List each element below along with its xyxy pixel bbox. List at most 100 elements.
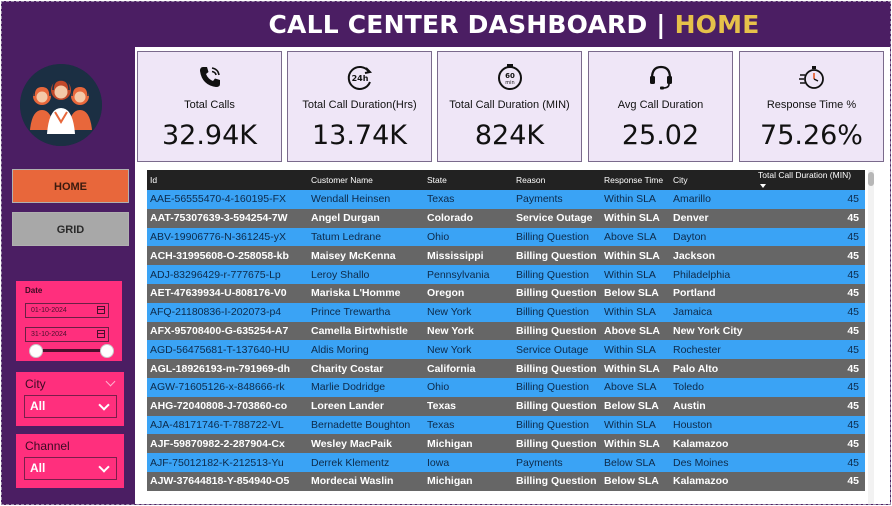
table-row[interactable]: AHG-72040808-J-703860-co Loreen Lander Tex… [147, 396, 865, 416]
table-cell: AGD-56475681-T-137640-HU [147, 340, 308, 360]
kpi-total-calls: Total Calls 32.94K [137, 51, 282, 162]
table-cell: Texas [424, 415, 513, 435]
table-row[interactable]: AAE-56555470-4-160195-FX Wendall Heinsen T… [147, 190, 865, 209]
date-range-start-handle[interactable] [29, 344, 43, 358]
table-cell: AFX-95708400-G-635254-A7 [147, 321, 308, 341]
call-center-agents-logo [20, 64, 102, 146]
table-cell: 45 [755, 302, 865, 322]
table-cell: Billing Question [513, 471, 601, 491]
table-row[interactable]: AJW-37644818-Y-854940-O5 Mordecai Waslin M… [147, 471, 865, 491]
table-cell: 45 [755, 321, 865, 341]
table-cell: New York [424, 340, 513, 360]
table-cell: Below SLA [601, 453, 670, 472]
table-row[interactable]: AGD-56475681-T-137640-HU Aldis Moring New … [147, 340, 865, 360]
channel-slicer: Channel All [16, 434, 124, 488]
table-cell: Michigan [424, 471, 513, 491]
table-cell: 45 [755, 265, 865, 284]
table-cell: ACH-31995608-O-258058-kb [147, 246, 308, 266]
table-scrollbar[interactable] [868, 170, 874, 504]
city-select[interactable]: All [24, 395, 117, 418]
grid-button[interactable]: GRID [12, 212, 129, 246]
table-row[interactable]: AET-47639934-U-808176-V0 Mariska L'Homme O… [147, 283, 865, 303]
column-header-response-time[interactable]: Response Time [601, 170, 670, 190]
date-range-end-handle[interactable] [100, 344, 114, 358]
kpi-total-call-duration-min: 60 min Total Call Duration (MIN) 824K [437, 51, 582, 162]
table-cell: Austin [670, 396, 755, 416]
table-cell: 45 [755, 453, 865, 472]
table-cell: Payments [513, 190, 601, 209]
table-cell: Prince Trewartha [308, 302, 424, 322]
page-title: CALL CENTER DASHBOARD | HOME [142, 10, 886, 39]
column-header-city[interactable]: City [670, 170, 755, 190]
table-cell: Within SLA [601, 302, 670, 322]
column-header-total-call-duration-label: Total Call Duration (MIN) [758, 170, 852, 180]
table-cell: Payments [513, 453, 601, 472]
calendar-icon[interactable] [97, 330, 105, 338]
table-cell: AAE-56555470-4-160195-FX [147, 190, 308, 209]
table-cell: ABV-19906776-N-361245-yX [147, 227, 308, 247]
table-row[interactable]: AAT-75307639-3-594254-7W Angel Durgan Colo… [147, 208, 865, 228]
table-cell: Houston [670, 415, 755, 435]
end-date-input[interactable]: 31-10-2024 [25, 327, 109, 342]
table-cell: Wesley MacPaik [308, 434, 424, 454]
table-cell: AJW-37644818-Y-854940-O5 [147, 471, 308, 491]
table-cell: Billing Question [513, 321, 601, 341]
table-row[interactable]: AGW-71605126-x-848666-rk Marlie Dodridge O… [147, 377, 865, 397]
city-slicer-label: City [25, 377, 46, 391]
table-cell: Within SLA [601, 415, 670, 435]
table-scrollbar-thumb[interactable] [868, 172, 874, 186]
table-row[interactable]: AFQ-21180836-I-202073-p4 Prince Trewartha… [147, 302, 865, 322]
table-row[interactable]: AJA-48171746-T-788722-VL Bernadette Bough… [147, 415, 865, 435]
table-cell: Below SLA [601, 283, 670, 303]
table-cell: Jamaica [670, 302, 755, 322]
table-row[interactable]: ABV-19906776-N-361245-yX Tatum Ledrane Ohi… [147, 227, 865, 247]
calls-table: Id Customer Name State Reason Response T… [147, 170, 865, 504]
table-cell: Des Moines [670, 453, 755, 472]
table-cell: Mariska L'Homme [308, 283, 424, 303]
table-row[interactable]: AFX-95708400-G-635254-A7 Camella Birtwhis… [147, 321, 865, 341]
table-cell: Above SLA [601, 227, 670, 247]
column-header-customer-name[interactable]: Customer Name [308, 170, 424, 190]
date-slicer-label: Date [25, 286, 43, 295]
home-button[interactable]: HOME [12, 169, 129, 203]
start-date-input[interactable]: 01-10-2024 [25, 303, 109, 318]
table-cell: Colorado [424, 208, 513, 228]
table-cell: Within SLA [601, 434, 670, 454]
table-row[interactable]: AGL-18926193-m-791969-dh Charity Costar Ca… [147, 359, 865, 378]
column-header-reason[interactable]: Reason [513, 170, 601, 190]
table-cell: Billing Question [513, 396, 601, 416]
title-main: CALL CENTER DASHBOARD | [268, 10, 666, 39]
table-cell: New York City [670, 321, 755, 341]
table-cell: Dayton [670, 227, 755, 247]
table-cell: Oregon [424, 283, 513, 303]
table-row[interactable]: AJF-75012182-K-212513-Yu Derrek Klementz I… [147, 453, 865, 472]
table-cell: Jackson [670, 246, 755, 266]
60-min-timer-icon: 60 min [497, 64, 522, 90]
table-cell: 45 [755, 246, 865, 266]
table-cell: AET-47639934-U-808176-V0 [147, 283, 308, 303]
table-row[interactable]: ACH-31995608-O-258058-kb Maisey McKenna Mi… [147, 246, 865, 266]
table-cell: AJF-75012182-K-212513-Yu [147, 453, 308, 472]
column-header-state[interactable]: State [424, 170, 513, 190]
table-cell: Billing Question [513, 377, 601, 397]
table-row[interactable]: AJF-59870982-2-287904-Cx Wesley MacPaik Mi… [147, 434, 865, 454]
channel-select[interactable]: All [24, 457, 117, 480]
table-cell: Aldis Moring [308, 340, 424, 360]
table-row[interactable]: ADJ-83296429-r-777675-Lp Leroy Shallo Penn… [147, 265, 865, 284]
table-cell: AHG-72040808-J-703860-co [147, 396, 308, 416]
table-cell: Billing Question [513, 434, 601, 454]
calendar-icon[interactable] [97, 306, 105, 314]
column-header-id[interactable]: Id [147, 170, 308, 190]
column-header-total-call-duration[interactable]: Total Call Duration (MIN) [755, 170, 865, 190]
title-accent: HOME [674, 10, 760, 39]
table-cell: Denver [670, 208, 755, 228]
table-cell: Palo Alto [670, 359, 755, 378]
table-cell: Derrek Klementz [308, 453, 424, 472]
table-cell: Mississippi [424, 246, 513, 266]
table-cell: Texas [424, 396, 513, 416]
kpi-value: 13.74K [311, 120, 407, 151]
table-cell: 45 [755, 415, 865, 435]
kpi-value: 25.02 [621, 120, 700, 151]
table-header-row: Id Customer Name State Reason Response T… [147, 170, 865, 190]
date-range-slider-track[interactable] [36, 349, 108, 352]
